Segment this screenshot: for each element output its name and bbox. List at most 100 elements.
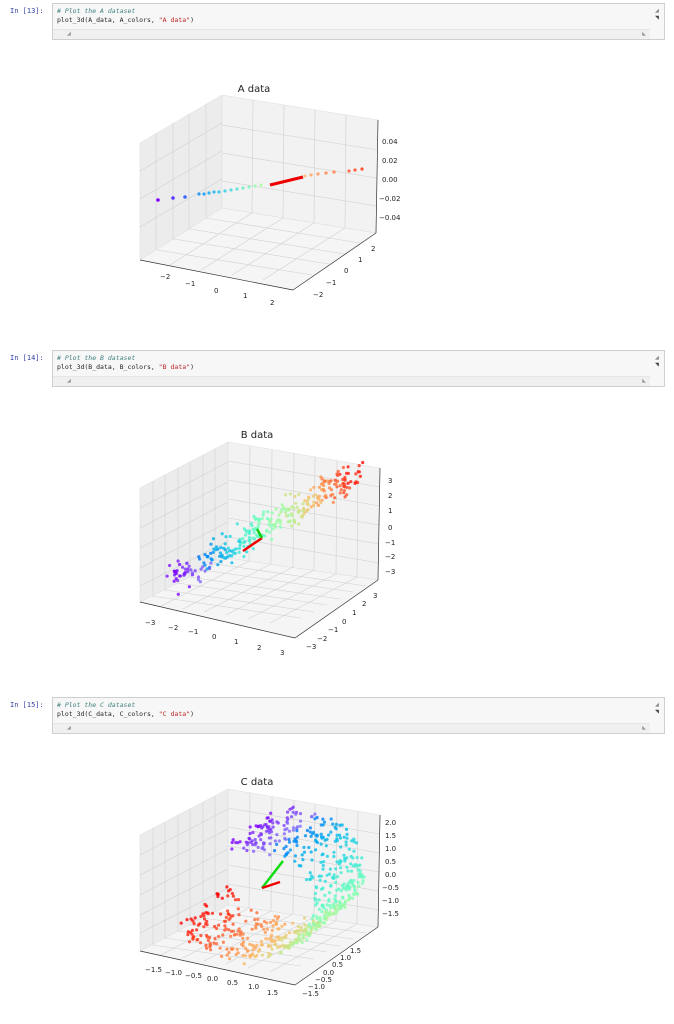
code-input[interactable]: # Plot the B dataset plot_3d(B_data, B_c… (52, 350, 665, 387)
svg-text:−0.5: −0.5 (382, 884, 399, 892)
vertical-scrollbar[interactable]: ◢ ◥ (650, 351, 664, 378)
scroll-down-icon[interactable]: ◥ (655, 362, 659, 368)
plot-title: A data (238, 84, 271, 95)
horizontal-scrollbar[interactable]: ◢ ◣ (53, 29, 650, 39)
svg-text:2: 2 (257, 644, 261, 652)
svg-text:−0.02: −0.02 (379, 195, 400, 203)
svg-text:−0.5: −0.5 (185, 972, 202, 980)
pc-vector-red (242, 536, 263, 553)
code-close: ) (190, 363, 194, 371)
scroll-up-icon[interactable]: ◢ (655, 702, 659, 708)
svg-text:−1.0: −1.0 (382, 897, 399, 905)
scroll-left-icon[interactable]: ◢ (67, 378, 71, 384)
svg-text:1: 1 (234, 638, 238, 646)
scroll-down-icon[interactable]: ◥ (655, 15, 659, 21)
svg-text:0: 0 (344, 267, 348, 275)
pc-vector-red (261, 880, 281, 890)
z-axis-ticks: 0.04 0.02 0.00 −0.02 −0.04 (379, 138, 401, 222)
scroll-right-icon[interactable]: ◣ (642, 31, 646, 37)
scroll-left-icon[interactable]: ◢ (67, 725, 71, 731)
svg-text:−1: −1 (188, 628, 198, 636)
svg-text:0.5: 0.5 (332, 961, 343, 969)
z-axis-ticks: 3 2 1 0 −1 −2 −3 (385, 477, 395, 576)
svg-text:0: 0 (388, 524, 392, 532)
x-axis-ticks: −1.5 −1.0 −0.5 0.0 0.5 1.0 1.5 (145, 966, 278, 997)
svg-text:−1.5: −1.5 (145, 966, 162, 974)
z-axis-ticks: 2.0 1.5 1.0 0.5 0.0 −0.5 −1.0 −1.5 (382, 819, 399, 918)
pc-vector-green (255, 528, 264, 539)
svg-text:2: 2 (362, 600, 366, 608)
code-text[interactable]: # Plot the C dataset plot_3d(C_data, C_c… (57, 701, 194, 719)
code-text[interactable]: # Plot the A dataset plot_3d(A_data, A_c… (57, 7, 194, 25)
plot-title: B data (241, 430, 274, 441)
svg-text:3: 3 (388, 477, 392, 485)
code-input[interactable]: # Plot the A dataset plot_3d(A_data, A_c… (52, 3, 665, 40)
x-axis-ticks: −3 −2 −1 0 1 2 3 (145, 619, 284, 657)
svg-text:0: 0 (214, 287, 218, 295)
pc-vector-red (269, 175, 304, 187)
code-input[interactable]: # Plot the C dataset plot_3d(C_data, C_c… (52, 697, 665, 734)
svg-text:0.0: 0.0 (385, 871, 396, 879)
code-text[interactable]: # Plot the B dataset plot_3d(B_data, B_c… (57, 354, 194, 372)
svg-text:2.0: 2.0 (385, 819, 396, 827)
code-comment: # Plot the C dataset (57, 701, 136, 709)
svg-text:−3: −3 (385, 568, 395, 576)
y-axis-ticks: −1.5 −1.0 −0.5 0.0 0.5 1.0 1.5 (302, 947, 361, 998)
scroll-up-icon[interactable]: ◢ (655, 355, 659, 361)
svg-text:0.04: 0.04 (382, 138, 398, 146)
code-string: "A data" (158, 16, 191, 24)
pc-vector-green (261, 860, 284, 889)
code-close: ) (190, 710, 194, 718)
cell-prompt: In [14]: (10, 354, 44, 362)
svg-text:−1: −1 (185, 280, 195, 288)
svg-text:0.00: 0.00 (382, 176, 398, 184)
plot-a-data: A data 0.04 0.02 0.00 −0.02 −0.04 −2 −1 … (139, 84, 401, 307)
horizontal-scrollbar[interactable]: ◢ ◣ (53, 723, 650, 733)
y-axis-ticks: −3 −2 −1 0 1 2 3 (306, 592, 377, 651)
svg-text:1.5: 1.5 (385, 832, 396, 840)
code-close: ) (190, 16, 194, 24)
svg-text:0.02: 0.02 (382, 157, 398, 165)
svg-text:1.5: 1.5 (267, 989, 278, 997)
scroll-right-icon[interactable]: ◣ (642, 725, 646, 731)
scroll-down-icon[interactable]: ◥ (655, 709, 659, 715)
x-axis-ticks: −2 −1 0 1 2 (160, 273, 274, 307)
svg-text:1: 1 (352, 609, 356, 617)
y-axis-ticks: −2 −1 0 1 2 (313, 245, 375, 299)
scatter-points (156, 167, 364, 202)
svg-text:−2: −2 (168, 624, 178, 632)
svg-text:1: 1 (243, 292, 247, 300)
scroll-up-icon[interactable]: ◢ (655, 8, 659, 14)
svg-text:1: 1 (358, 256, 362, 264)
svg-text:0: 0 (212, 633, 216, 641)
svg-text:2: 2 (388, 492, 392, 500)
svg-text:2: 2 (371, 245, 375, 253)
svg-text:2: 2 (270, 299, 274, 307)
svg-text:−2: −2 (385, 553, 395, 561)
code-comment: # Plot the A dataset (57, 7, 136, 15)
code-string: "C data" (158, 710, 191, 718)
svg-text:−0.04: −0.04 (379, 214, 401, 222)
svg-text:−1: −1 (326, 279, 336, 287)
svg-text:−1.0: −1.0 (165, 969, 182, 977)
svg-text:3: 3 (280, 649, 284, 657)
scroll-left-icon[interactable]: ◢ (67, 31, 71, 37)
svg-text:1: 1 (388, 507, 392, 515)
svg-text:−2: −2 (317, 635, 327, 643)
svg-text:−1.0: −1.0 (308, 983, 325, 991)
svg-text:0.0: 0.0 (323, 969, 334, 977)
code-call: plot_3d(B_data, B_colors, (57, 363, 159, 371)
svg-text:1.0: 1.0 (248, 983, 259, 991)
svg-text:−2: −2 (160, 273, 170, 281)
svg-text:−3: −3 (145, 619, 155, 627)
svg-text:3: 3 (373, 592, 377, 600)
vertical-scrollbar[interactable]: ◢ ◥ (650, 698, 664, 725)
svg-text:−1.5: −1.5 (382, 910, 399, 918)
cell-prompt: In [15]: (10, 701, 44, 709)
plot-b-data: B data 3 2 1 0 −1 −2 −3 −3 −2 −1 0 1 2 3… (139, 430, 395, 657)
vertical-scrollbar[interactable]: ◢ ◥ (650, 4, 664, 31)
horizontal-scrollbar[interactable]: ◢ ◣ (53, 376, 650, 386)
code-call: plot_3d(A_data, A_colors, (57, 16, 159, 24)
scroll-right-icon[interactable]: ◣ (642, 378, 646, 384)
svg-text:0.5: 0.5 (227, 979, 238, 987)
